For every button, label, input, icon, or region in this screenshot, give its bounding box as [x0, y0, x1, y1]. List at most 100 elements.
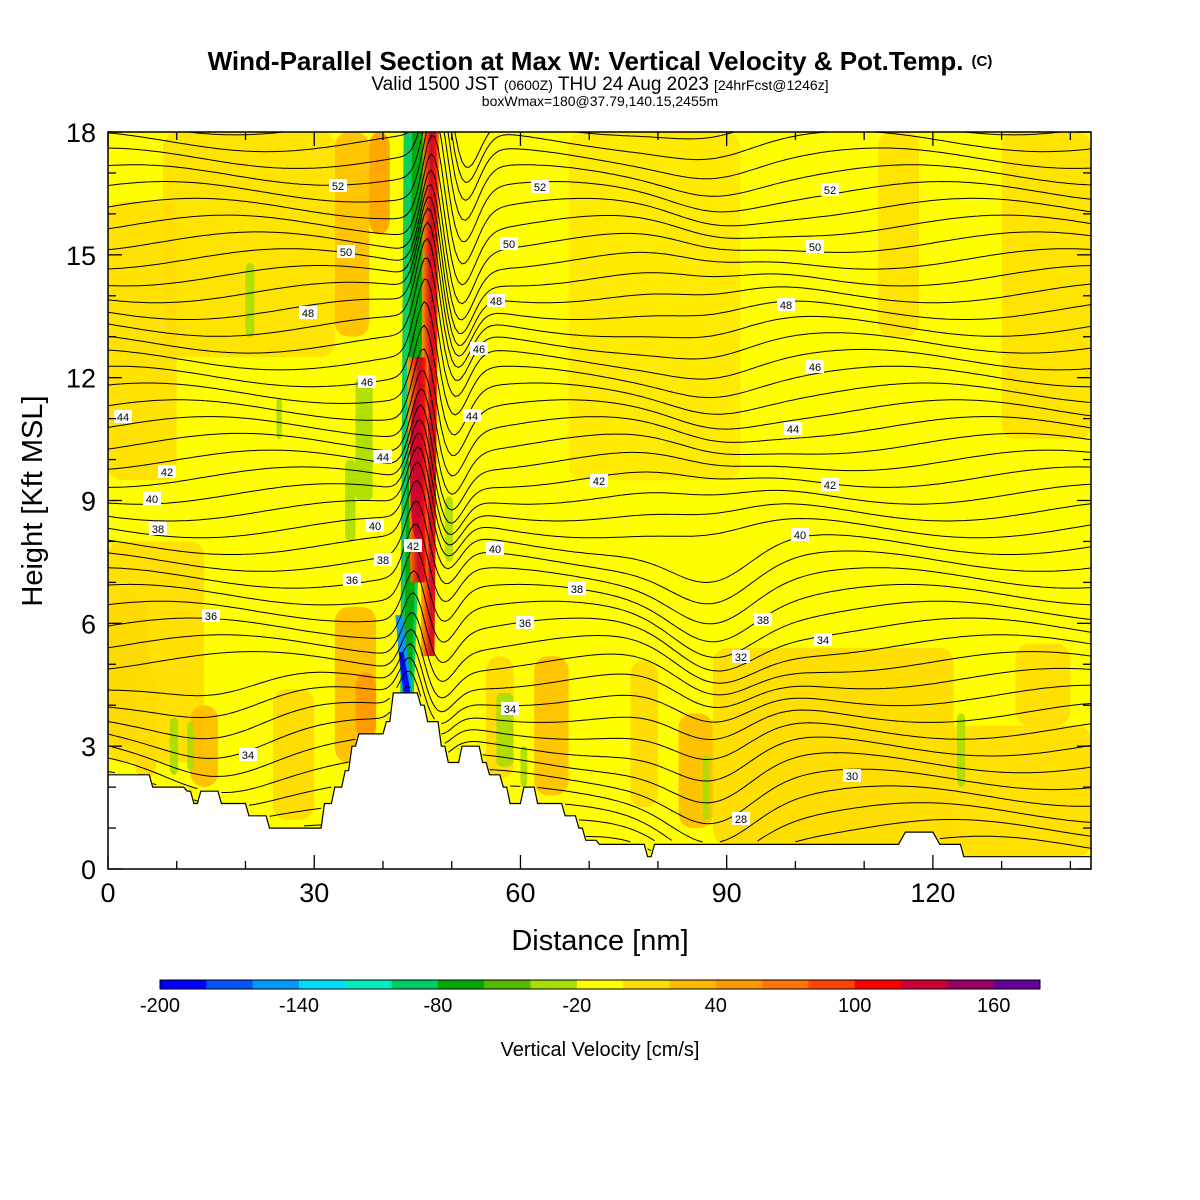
y-tick-label: 18 [66, 118, 96, 148]
theta-label-bg [821, 478, 839, 491]
theta-contour-line [108, 628, 1091, 699]
colorbar-tick-label: 40 [705, 995, 727, 1017]
theta-label: 38 [571, 584, 583, 596]
velocity-shade-green [702, 754, 710, 820]
colorbar-tick-label: -140 [279, 995, 319, 1017]
theta-label: 40 [489, 544, 501, 556]
x-tick-label: 30 [299, 878, 329, 908]
theta-contour-line [108, 370, 1091, 477]
theta-label: 46 [473, 344, 485, 356]
y-tick-label: 12 [66, 364, 96, 394]
theta-contour-line [108, 221, 1091, 357]
velocity-shade-green [956, 713, 966, 788]
theta-label: 34 [504, 704, 516, 716]
colorbar-swatch [206, 980, 254, 989]
theta-contour-line [108, 169, 1091, 305]
theta-label: 52 [332, 181, 344, 193]
theta-contour-line [303, 802, 1091, 842]
velocity-shade-green [520, 746, 528, 788]
theta-label-bg [590, 474, 608, 487]
theta-contour-line [108, 278, 1091, 397]
theta-label-bg [821, 183, 839, 196]
theta-label: 42 [407, 541, 419, 553]
chart-title: Wind-Parallel Section at Max W: Vertical… [208, 46, 993, 76]
colorbar-swatch [576, 980, 624, 989]
colorbar: -200 -140 -80 -20 40 100 160 [140, 979, 1041, 1017]
theta-label: 44 [466, 411, 478, 423]
theta-label-bg [568, 582, 586, 595]
theta-contour-line [108, 523, 1091, 625]
velocity-shade-green [245, 263, 255, 337]
colorbar-swatch [669, 980, 717, 989]
theta-contour-line [108, 736, 1091, 782]
theta-label-bg [500, 237, 518, 250]
theta-label: 38 [377, 555, 389, 567]
velocity-shade [1015, 643, 1071, 726]
theta-label-bg [114, 410, 132, 423]
theta-contour-line [108, 153, 1091, 286]
theta-label-bg [487, 294, 505, 307]
theta-label: 42 [593, 476, 605, 488]
theta-contour-line [108, 500, 1091, 605]
x-tick-label: 0 [100, 878, 115, 908]
theta-contour-line [108, 643, 1091, 713]
theta-contour-line [108, 612, 1091, 684]
colorbar-title: Vertical Velocity [cm/s] [501, 1039, 700, 1061]
theta-contour-line [108, 657, 1091, 724]
theta-contour-line [108, 570, 1091, 658]
theta-contour-line [585, 835, 1091, 852]
theta-contour-line [108, 207, 1091, 347]
theta-label: 44 [377, 452, 389, 464]
theta-label-bg [806, 240, 824, 253]
theta-label-bg [754, 613, 772, 626]
colorbar-swatch [484, 980, 532, 989]
theta-label: 40 [794, 530, 806, 542]
colorbar-swatch [252, 980, 300, 989]
theta-contour-line [108, 132, 1091, 242]
theta-contour-line [108, 432, 1091, 536]
theta-contour-line [108, 404, 1091, 511]
theta-label: 44 [117, 412, 129, 424]
theta-label: 42 [824, 480, 836, 492]
colorbar-swatch [298, 980, 346, 989]
velocity-shade-green [355, 377, 373, 501]
theta-label-bg [337, 245, 355, 258]
theta-label: 40 [369, 521, 381, 533]
theta-contour-line [108, 300, 1091, 416]
velocity-shade [162, 132, 335, 358]
theta-label-bg [486, 542, 504, 555]
x-axis: 0 30 60 90 120 [100, 132, 1072, 908]
theta-contour-line [108, 237, 1091, 368]
theta-label-bg [732, 650, 750, 663]
theta-contour-line [108, 132, 1091, 184]
theta-label: 46 [361, 377, 373, 389]
velocity-shade [355, 672, 377, 738]
colorbar-swatch [345, 980, 393, 989]
theta-label: 40 [146, 494, 158, 506]
theta-label: 50 [503, 239, 515, 251]
colorbar-swatch [530, 980, 578, 989]
theta-label-bg [531, 180, 549, 193]
colorbar-swatch [437, 980, 485, 989]
colorbar-swatch [762, 980, 809, 989]
theta-label-bg [143, 492, 161, 505]
y-tick-label: 3 [81, 732, 96, 762]
theta-label-bg [374, 553, 392, 566]
theta-contour-line [108, 183, 1091, 321]
theta-contour-line [269, 785, 1091, 843]
theta-label-bg [843, 769, 861, 782]
terrain [108, 692, 1091, 869]
theta-label: 46 [809, 362, 821, 374]
velocity-shade [369, 132, 390, 235]
velocity-shade [568, 132, 741, 481]
velocity-shade-green [187, 721, 194, 771]
colorbar-tick-label: 100 [838, 995, 871, 1017]
theta-contour-line [108, 461, 1091, 557]
theta-contour-line [108, 132, 1091, 201]
theta-label: 42 [161, 467, 173, 479]
theta-contour-line [108, 479, 1091, 584]
theta-contour-line [108, 257, 1091, 381]
theta-contours [108, 132, 1091, 852]
colorbar-swatch [808, 980, 856, 989]
